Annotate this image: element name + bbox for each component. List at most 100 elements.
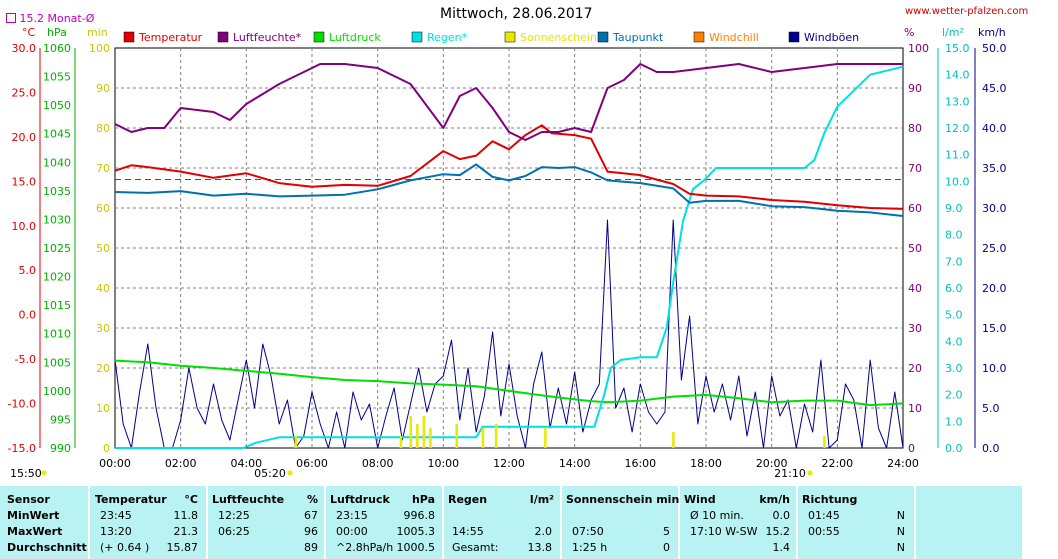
tick-x: 20:00: [756, 457, 788, 470]
legend-swatch-5: [597, 31, 609, 43]
tick-min: 30: [96, 322, 110, 335]
sunshine-bar: [481, 428, 485, 448]
tick-wind: 15.0: [982, 322, 1007, 335]
summary-wind-value: 15.2: [765, 525, 791, 538]
sunrise-icon: [287, 470, 293, 476]
sunset-label: 21:10: [774, 467, 806, 480]
summary-header-hum: Luftfeuchte: [212, 493, 285, 506]
summary-sun-value: 5: [663, 525, 670, 538]
legend-label-0: Temperatur: [138, 31, 203, 44]
summary-header-sun: Sonnenschein min: [566, 493, 680, 506]
tick-pct: 10: [908, 402, 922, 415]
tick-temp: 20.0: [12, 131, 37, 144]
tick-rain: 2.0: [945, 389, 963, 402]
summary-header-wind-unit: km/h: [759, 493, 790, 506]
summary-rain-value: 13.8: [527, 541, 553, 554]
sunshine-bar: [399, 436, 403, 448]
tick-wind: 25.0: [982, 242, 1007, 255]
tick-rain: 7.0: [945, 255, 963, 268]
tick-wind: 5.0: [982, 402, 1000, 415]
tick-hpa: 1025: [43, 242, 71, 255]
tick-rain: 11.0: [945, 149, 970, 162]
sunshine-bar: [409, 416, 412, 448]
summary-header-wind: Wind: [684, 493, 716, 506]
summary-hum-time: 12:25: [218, 509, 250, 522]
legend-label-3: Regen*: [427, 31, 468, 44]
summary-hpa-time: 00:00: [336, 525, 368, 538]
legend-label-1: Luftfeuchte*: [233, 31, 302, 44]
summary-column-bg: [562, 486, 678, 559]
tick-min: 10: [96, 402, 110, 415]
summary-temp-time: 13:20: [100, 525, 132, 538]
tick-min: 20: [96, 362, 110, 375]
tick-pct: 20: [908, 362, 922, 375]
tick-hpa: 1040: [43, 156, 71, 169]
tick-hpa: 1035: [43, 185, 71, 198]
sunshine-bar: [672, 432, 675, 448]
summary-header-temp-unit: °C: [184, 493, 198, 506]
tick-rain: 1.0: [945, 415, 963, 428]
axis-unit-pct: %: [904, 26, 914, 39]
tick-rain: 5.0: [945, 309, 963, 322]
summary-sun-value: 0: [663, 541, 670, 554]
axis-unit-rain: l/m²: [942, 26, 964, 39]
tick-x: 12:00: [493, 457, 525, 470]
tick-x: 22:00: [821, 457, 853, 470]
legend-swatch-0: [123, 31, 135, 43]
tick-x: 04:00: [230, 457, 262, 470]
summary-hpa-value: 1005.3: [396, 525, 436, 538]
summary-column-bg: [798, 486, 914, 559]
summary-wind-value: 1.4: [772, 541, 791, 554]
series-luftfeuchte: [114, 63, 903, 141]
summary-column-bg: [208, 486, 324, 559]
summary-temp-time: (+ 0.64 ): [100, 541, 150, 554]
legend-label-4: Sonnenschein: [520, 31, 597, 44]
legend-swatch-2: [313, 31, 325, 43]
series-taupunkt: [114, 163, 904, 217]
axis-unit-wind: km/h: [978, 26, 1006, 39]
legend-swatch-4: [504, 31, 516, 43]
tick-hpa: 1010: [43, 328, 71, 341]
tick-wind: 50.0: [982, 42, 1007, 55]
page-title: Mittwoch, 28.06.2017: [440, 6, 593, 22]
tick-min: 50: [96, 242, 110, 255]
tick-x: 16:00: [624, 457, 656, 470]
tick-min: 40: [96, 282, 110, 295]
site-link[interactable]: www.wetter-pfalzen.com: [905, 6, 1029, 17]
summary-column-bg: [0, 486, 88, 559]
summary-hpa-value: 1000.5: [396, 541, 436, 554]
legend-swatch-6: [693, 31, 705, 43]
tick-hpa: 1045: [43, 128, 71, 141]
tick-x: 00:00: [99, 457, 131, 470]
sunshine-bar: [429, 428, 432, 448]
tick-wind: 35.0: [982, 162, 1007, 175]
summary-temp-time: 23:45: [100, 509, 132, 522]
tick-min: 70: [96, 162, 110, 175]
tick-hpa: 995: [50, 413, 71, 426]
summary-temp-value: 11.8: [173, 509, 199, 522]
tick-x: 18:00: [690, 457, 722, 470]
tick-wind: 30.0: [982, 202, 1007, 215]
sunset-icon: [807, 470, 813, 476]
tick-pct: 80: [908, 122, 922, 135]
tick-rain: 6.0: [945, 282, 963, 295]
tick-pct: 40: [908, 282, 922, 295]
tick-temp: -10.0: [8, 398, 36, 411]
summary-header-temp: Temperatur: [95, 493, 167, 506]
tick-pct: 100: [908, 42, 929, 55]
summary-temp-value: 21.3: [173, 525, 199, 538]
summary-hpa-time: ^2.8hPa/h: [336, 541, 394, 554]
tick-rain: 13.0: [945, 95, 970, 108]
summary-column-bg: [680, 486, 796, 559]
tick-min: 90: [96, 82, 110, 95]
summary-dir-value: N: [896, 541, 905, 554]
tick-hpa: 1020: [43, 271, 71, 284]
tick-hpa: 1060: [43, 42, 71, 55]
summary-wind-time: 17:10 W-SW: [690, 525, 758, 538]
tick-min: 80: [96, 122, 110, 135]
summary-hum-value: 67: [304, 509, 318, 522]
tick-hpa: 1015: [43, 299, 71, 312]
tick-pct: 90: [908, 82, 922, 95]
summary-header-hpa: Luftdruck: [330, 493, 390, 506]
summary-rain-time: 14:55: [452, 525, 484, 538]
